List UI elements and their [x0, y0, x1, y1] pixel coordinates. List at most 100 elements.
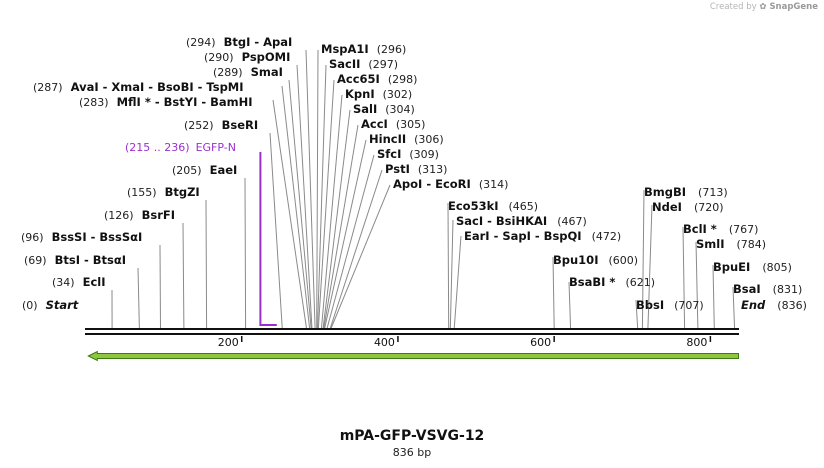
site-label-btgzi[interactable]: (155) BtgZI [127, 185, 200, 199]
site-name: BsrFI [142, 208, 175, 222]
svg-text:Eco53kI(465): Eco53kI (465) [448, 199, 538, 213]
site-name: PstI [385, 162, 410, 176]
site-label-bsssi-bsss-i[interactable]: (96) BssSI - BssSαI [21, 230, 142, 244]
site-position: (831) [773, 283, 803, 296]
site-position: (155) [127, 186, 157, 199]
svg-text:(69)BtsI - BtsαI: (69) BtsI - BtsαI [24, 253, 126, 267]
site-label-pspomi[interactable]: (290) PspOMI [204, 50, 290, 64]
site-label-sfci[interactable]: SfcI (309) [377, 147, 439, 161]
plasmid-length: 836 bp [392, 446, 432, 459]
site-position: (465) [509, 200, 539, 213]
svg-text:ApoI - EcoRI(314): ApoI - EcoRI (314) [393, 177, 508, 191]
site-label-psti[interactable]: PstI (313) [385, 162, 447, 176]
ruler-ticks: 200 400 600 800 [218, 336, 712, 349]
site-label-bcli[interactable]: BclI * (767) [683, 222, 758, 236]
site-name: HincII [369, 132, 406, 146]
site-line-bpu10i [552, 256, 555, 330]
site-position: (314) [479, 178, 509, 191]
site-line-eco53ki [447, 202, 450, 330]
site-label-sali[interactable]: SalI (304) [353, 102, 415, 116]
svg-text:EarI - SapI - BspQI(472): EarI - SapI - BspQI (472) [464, 229, 621, 243]
site-label-kpni[interactable]: KpnI (302) [345, 87, 412, 101]
site-name: PspOMI [242, 50, 291, 64]
svg-text:Acc65I(298): Acc65I (298) [337, 72, 417, 86]
site-label-bsai[interactable]: BsaI (831) [733, 282, 802, 296]
site-label-sacii[interactable]: SacII (297) [329, 57, 398, 71]
site-name: BsaBI * [569, 275, 615, 289]
svg-text:SalI(304): SalI (304) [353, 102, 415, 116]
site-position: (805) [762, 261, 792, 274]
feature-bracket[interactable] [259, 152, 277, 326]
site-label-start[interactable]: (0) Start [22, 298, 79, 312]
site-label-bsrfi[interactable]: (126) BsrFI [104, 208, 175, 222]
svg-text:BpuEI(805): BpuEI (805) [713, 260, 792, 274]
site-name: BmgBI [644, 185, 686, 199]
site-name: BclI * [683, 222, 717, 236]
site-name: BtgI - ApaI [224, 35, 293, 49]
site-label-mspa1i[interactable]: MspA1I (296) [321, 42, 406, 56]
svg-text:HincII(306): HincII (306) [369, 132, 444, 146]
site-line-btsi-bts-i [137, 267, 140, 330]
site-label-mfli-bstyi-bamhi[interactable]: (283) MflI * - BstYI - BamHI [79, 95, 253, 109]
svg-text:BbsI(707): BbsI (707) [636, 298, 704, 312]
site-line-bseri [269, 132, 283, 330]
svg-text:SacI - BsiHKAI(467): SacI - BsiHKAI (467) [456, 214, 587, 228]
site-position: (287) [33, 81, 63, 94]
site-label-bpuei[interactable]: BpuEI (805) [713, 260, 792, 274]
site-position: (96) [21, 231, 44, 244]
site-position: (205) [172, 164, 202, 177]
site-name: EaeI [210, 163, 238, 177]
site-name: NdeI [652, 200, 682, 214]
site-label-bsabi[interactable]: BsaBI * (621) [569, 275, 655, 289]
svg-text:(294)BtgI - ApaI: (294) BtgI - ApaI [186, 35, 292, 49]
site-position: (302) [383, 88, 413, 101]
ruler-tick-label: 200 [218, 336, 239, 349]
site-name: AvaI - XmaI - BsoBI - TspMI [71, 80, 244, 94]
site-position: (305) [396, 118, 426, 131]
orf-layer [87, 350, 739, 362]
svg-text:(0)Start: (0) Start [22, 298, 79, 312]
site-label-acci[interactable]: AccI (305) [361, 117, 425, 131]
feature-layer: (215 .. 236) EGFP-N [125, 141, 277, 326]
site-label-saci-bsihkai[interactable]: SacI - BsiHKAI (467) [456, 214, 587, 228]
site-label-hincii[interactable]: HincII (306) [369, 132, 444, 146]
site-label-apoi-ecori[interactable]: ApoI - EcoRI (314) [393, 177, 508, 191]
svg-text:(126)BsrFI: (126) BsrFI [104, 208, 175, 222]
site-position: (713) [698, 186, 728, 199]
site-line-bmgbi [641, 189, 645, 330]
site-line-eari-sapi-bspqi [453, 235, 462, 330]
site-line-ndei [647, 204, 653, 330]
site-line-bsabi [568, 281, 572, 330]
site-name: Eco53kI [448, 199, 499, 213]
site-label-btgi-apai[interactable]: (294) BtgI - ApaI [186, 35, 292, 49]
svg-text:BmgBI(713): BmgBI (713) [644, 185, 728, 199]
site-name: BbsI [636, 298, 664, 312]
site-label-eco53ki[interactable]: Eco53kI (465) [448, 199, 538, 213]
site-label-bmgbi[interactable]: BmgBI (713) [644, 185, 728, 199]
svg-text:BsaBI *(621): BsaBI * (621) [569, 275, 655, 289]
site-label-smli[interactable]: SmlI (784) [696, 237, 766, 251]
site-line-smai [288, 79, 312, 330]
site-label-smai[interactable]: (289) SmaI [213, 65, 283, 79]
feature-range: (215 .. 236) [125, 141, 190, 154]
ruler-tick-label: 400 [374, 336, 395, 349]
site-label-eaei[interactable]: (205) EaeI [172, 163, 237, 177]
site-label-end[interactable]: End (836) [741, 298, 807, 312]
site-label-eari-sapi-bspqi[interactable]: EarI - SapI - BspQI (472) [464, 229, 621, 243]
site-name: SalI [353, 102, 377, 116]
site-line-mspa1i [316, 49, 319, 330]
site-label-avai-xmai-bsobi-tspmi[interactable]: (287) AvaI - XmaI - BsoBI - TspMI [33, 80, 244, 94]
site-label-bpu10i[interactable]: Bpu10I (600) [553, 253, 638, 267]
site-label-acc65i[interactable]: Acc65I (298) [337, 72, 417, 86]
site-label-btsi-bts-i[interactable]: (69) BtsI - BtsαI [24, 253, 126, 267]
site-position: (297) [368, 58, 398, 71]
svg-text:(290)PspOMI: (290) PspOMI [204, 50, 290, 64]
site-label-bbsi[interactable]: BbsI (707) [636, 298, 704, 312]
site-label-ecli[interactable]: (34) EclI [52, 275, 106, 289]
site-label-bseri[interactable]: (252) BseRI [184, 118, 258, 132]
orf-arrow[interactable] [87, 350, 739, 362]
svg-text:BsaI(831): BsaI (831) [733, 282, 802, 296]
site-line-sali [322, 109, 351, 330]
feature-label[interactable]: (215 .. 236) EGFP-N [125, 141, 236, 154]
site-label-ndei[interactable]: NdeI (720) [652, 200, 724, 214]
